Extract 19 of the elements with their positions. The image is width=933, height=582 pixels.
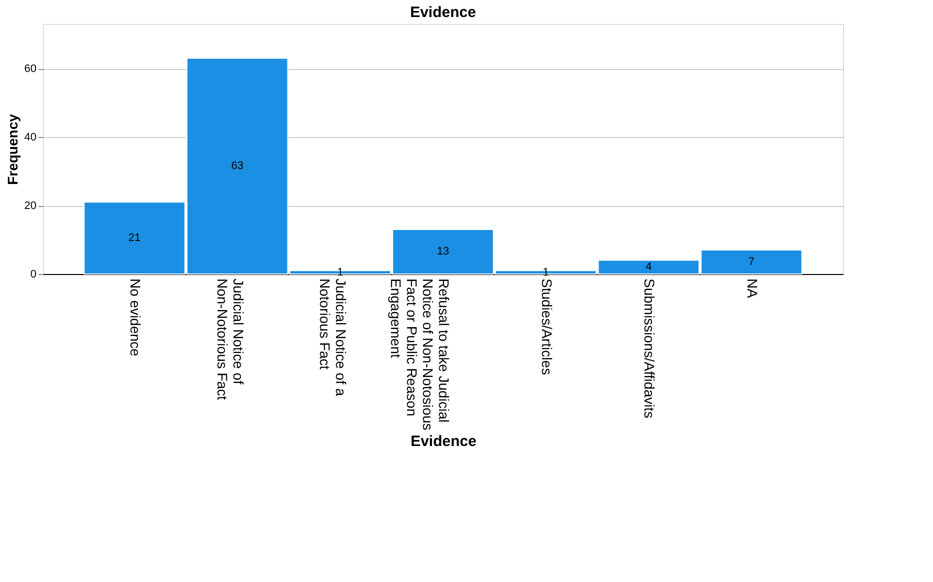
y-tick-label: 20: [24, 200, 36, 212]
x-tick-label: No evidence: [128, 278, 144, 357]
x-axis-title: Evidence: [410, 433, 476, 450]
y-axis-title: Frequency: [4, 114, 20, 185]
x-tick-label: NA: [744, 278, 760, 299]
x-tick-label: Refusal to take Judicial Notice of Non-Notosious Fact or Public Reason Engagement: [388, 278, 452, 430]
data-label: 7: [748, 256, 755, 268]
x-tick-label: Judicial Notice of Non-Notorious Fact: [214, 278, 246, 400]
data-label: 21: [128, 232, 141, 244]
data-label: 4: [646, 261, 652, 274]
x-tick-label: Submissions/Affidavits: [642, 278, 658, 418]
data-label: 13: [436, 246, 450, 258]
y-tick-label: 40: [24, 132, 36, 144]
y-tick-label: 0: [30, 268, 36, 280]
y-tick-label: 60: [24, 63, 36, 76]
x-tick-label: Judicial Notice of a Notorious Fact: [317, 278, 350, 396]
x-tick-label: Studies/Articles: [538, 278, 555, 375]
data-label: 63: [231, 160, 244, 172]
chart-title: Evidence: [410, 4, 476, 21]
